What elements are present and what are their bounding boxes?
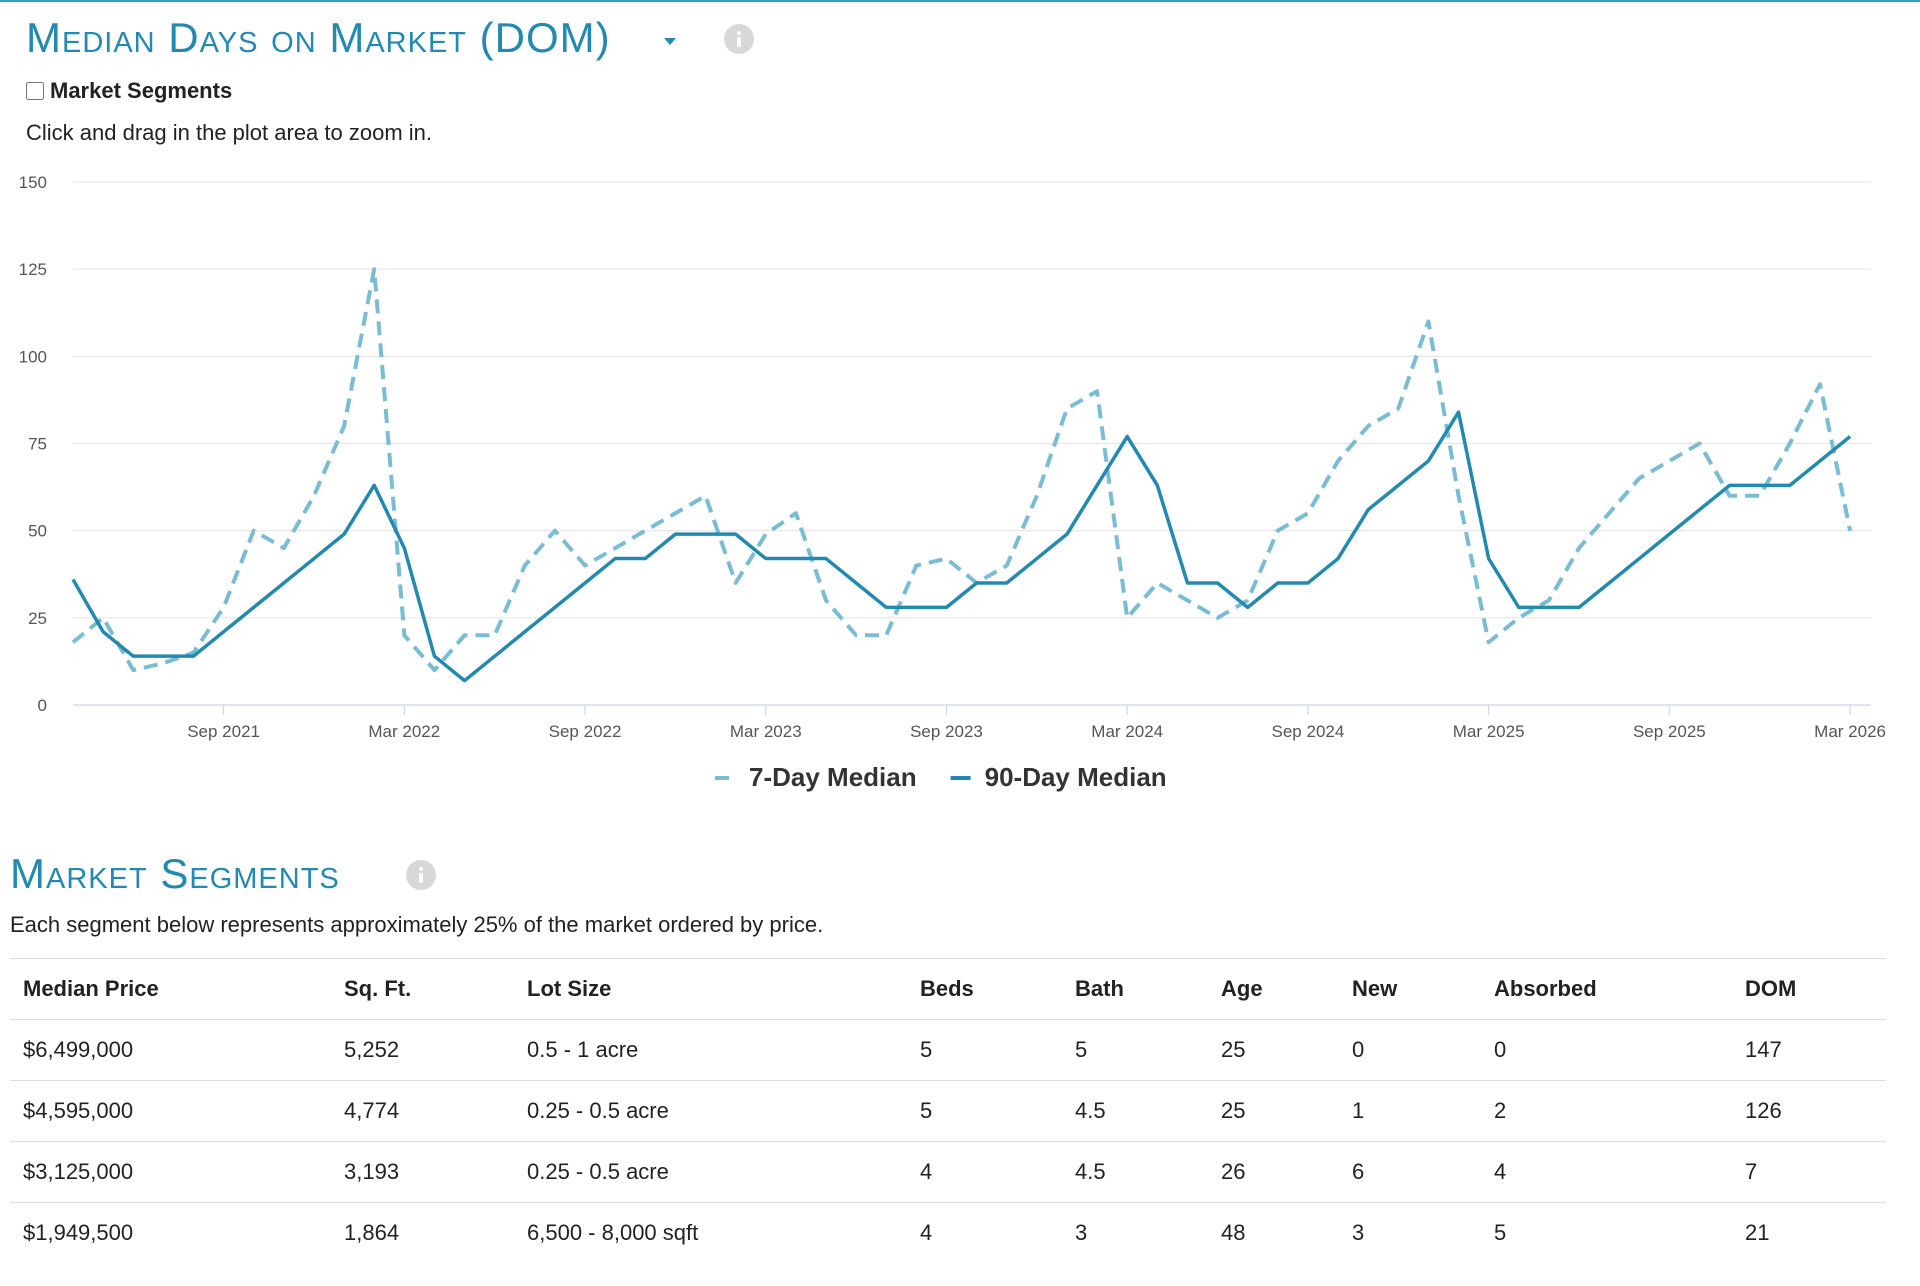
y-tick-label: 0 [38, 696, 47, 715]
dropdown-caret[interactable] [662, 36, 678, 46]
table-cell: 5 [907, 1080, 1062, 1142]
table-cell: 4,774 [331, 1080, 514, 1142]
y-tick-label: 25 [28, 609, 47, 628]
column-header: Beds [907, 958, 1062, 1020]
table-cell: $3,125,000 [10, 1141, 331, 1203]
x-tick-label: Mar 2025 [1453, 722, 1525, 741]
column-header: Age [1208, 958, 1339, 1020]
y-tick-label: 50 [28, 522, 47, 541]
column-header: New [1339, 958, 1481, 1020]
checkbox-label[interactable]: Market Segments [50, 78, 233, 103]
x-tick-label: Sep 2021 [187, 722, 260, 741]
table-cell: 25 [1208, 1019, 1339, 1081]
x-tick-label: Sep 2022 [549, 722, 622, 741]
series-line [71, 267, 1853, 673]
column-header: Median Price [10, 958, 331, 1020]
table-cell: 0.25 - 0.5 acre [514, 1141, 907, 1203]
table-cell: $6,499,000 [10, 1019, 331, 1081]
table-cell: 0.25 - 0.5 acre [514, 1080, 907, 1142]
section-title: Market Segments [10, 850, 340, 897]
table-row: $3,125,000 3,193 0.25 - 0.5 acre 4 4.5 26 6 4 7 [10, 1141, 1886, 1203]
table-cell: 5 [907, 1019, 1062, 1081]
column-header: Sq. Ft. [331, 958, 514, 1020]
table-cell: 4 [907, 1141, 1062, 1203]
table-cell: 5,252 [331, 1019, 514, 1081]
table-row: $6,499,000 5,252 0.5 - 1 acre 5 5 25 0 0 147 [10, 1019, 1886, 1081]
table-cell: 1,864 [331, 1202, 514, 1263]
table-cell: 21 [1732, 1202, 1886, 1263]
legend-label[interactable]: 7-Day Median [749, 762, 917, 792]
table-cell: 5 [1062, 1019, 1208, 1081]
table-cell: 7 [1732, 1141, 1886, 1203]
x-tick-label: Mar 2023 [730, 722, 802, 741]
table-cell: $4,595,000 [10, 1080, 331, 1142]
info-icon[interactable] [723, 23, 755, 55]
table-cell: 0.5 - 1 acre [514, 1019, 907, 1081]
table-cell: 126 [1732, 1080, 1886, 1142]
chart-title[interactable]: Median Days on Market (DOM) [26, 14, 611, 61]
table-cell: 0 [1481, 1019, 1732, 1081]
x-tick-label: Sep 2024 [1272, 722, 1345, 741]
table-cell: 4 [907, 1202, 1062, 1263]
chart: 0 25 50 75 100 125 150 Sep 2021 Mar 2022 Sep 2022… [19, 173, 1886, 792]
table-cell: $1,949,500 [10, 1202, 331, 1263]
y-tick-label: 125 [19, 260, 47, 279]
series-line [71, 410, 1852, 683]
column-header: Bath [1062, 958, 1208, 1020]
table-cell: 25 [1208, 1080, 1339, 1142]
column-header: DOM [1732, 958, 1886, 1020]
x-tick-label: Mar 2022 [368, 722, 440, 741]
y-tick-label: 100 [19, 347, 47, 366]
table-cell: 3,193 [331, 1141, 514, 1203]
table-row: $4,595,000 4,774 0.25 - 0.5 acre 5 4.5 25 1 2 12… [10, 1080, 1886, 1142]
table-cell: 0 [1339, 1019, 1481, 1081]
x-tick-label: Sep 2025 [1633, 722, 1706, 741]
table-cell: 3 [1062, 1202, 1208, 1263]
segments-toggle[interactable]: Market Segments [26, 78, 232, 104]
table-cell: 2 [1481, 1080, 1732, 1142]
checkbox[interactable] [26, 82, 44, 100]
x-tick-label: Sep 2023 [910, 722, 983, 741]
table-cell: 4 [1481, 1141, 1732, 1203]
legend-label[interactable]: 90-Day Median [985, 762, 1167, 792]
x-tick-label: Mar 2024 [1091, 722, 1163, 741]
table-cell: 48 [1208, 1202, 1339, 1263]
table-row: $1,949,500 1,864 6,500 - 8,000 sqft 4 3 48 3 5 2… [10, 1202, 1886, 1263]
header-row: Median Price Sq. Ft. Lot Size Beds Bath Age Ne… [10, 958, 1886, 1020]
table-cell: 147 [1732, 1019, 1886, 1081]
section-description: Each segment below represents approximat… [10, 912, 824, 937]
column-header: Absorbed [1481, 958, 1732, 1020]
table-cell: 6 [1339, 1141, 1481, 1203]
column-header: Lot Size [514, 958, 907, 1020]
table-cell: 3 [1339, 1202, 1481, 1263]
table-cell: 4.5 [1062, 1141, 1208, 1203]
y-tick-label: 75 [28, 435, 47, 454]
table-cell: 4.5 [1062, 1080, 1208, 1142]
info-icon[interactable] [405, 859, 437, 891]
segments-table: Median Price Sq. Ft. Lot Size Beds Bath Age Ne… [10, 958, 1886, 1263]
table-cell: 6,500 - 8,000 sqft [514, 1202, 907, 1263]
table-cell: 26 [1208, 1141, 1339, 1203]
y-tick-label: 150 [19, 173, 47, 192]
table-cell: 5 [1481, 1202, 1732, 1263]
instruction: Click and drag in the plot area to zoom … [26, 120, 433, 145]
table-cell: 1 [1339, 1080, 1481, 1142]
x-tick-label: Mar 2026 [1814, 722, 1886, 741]
